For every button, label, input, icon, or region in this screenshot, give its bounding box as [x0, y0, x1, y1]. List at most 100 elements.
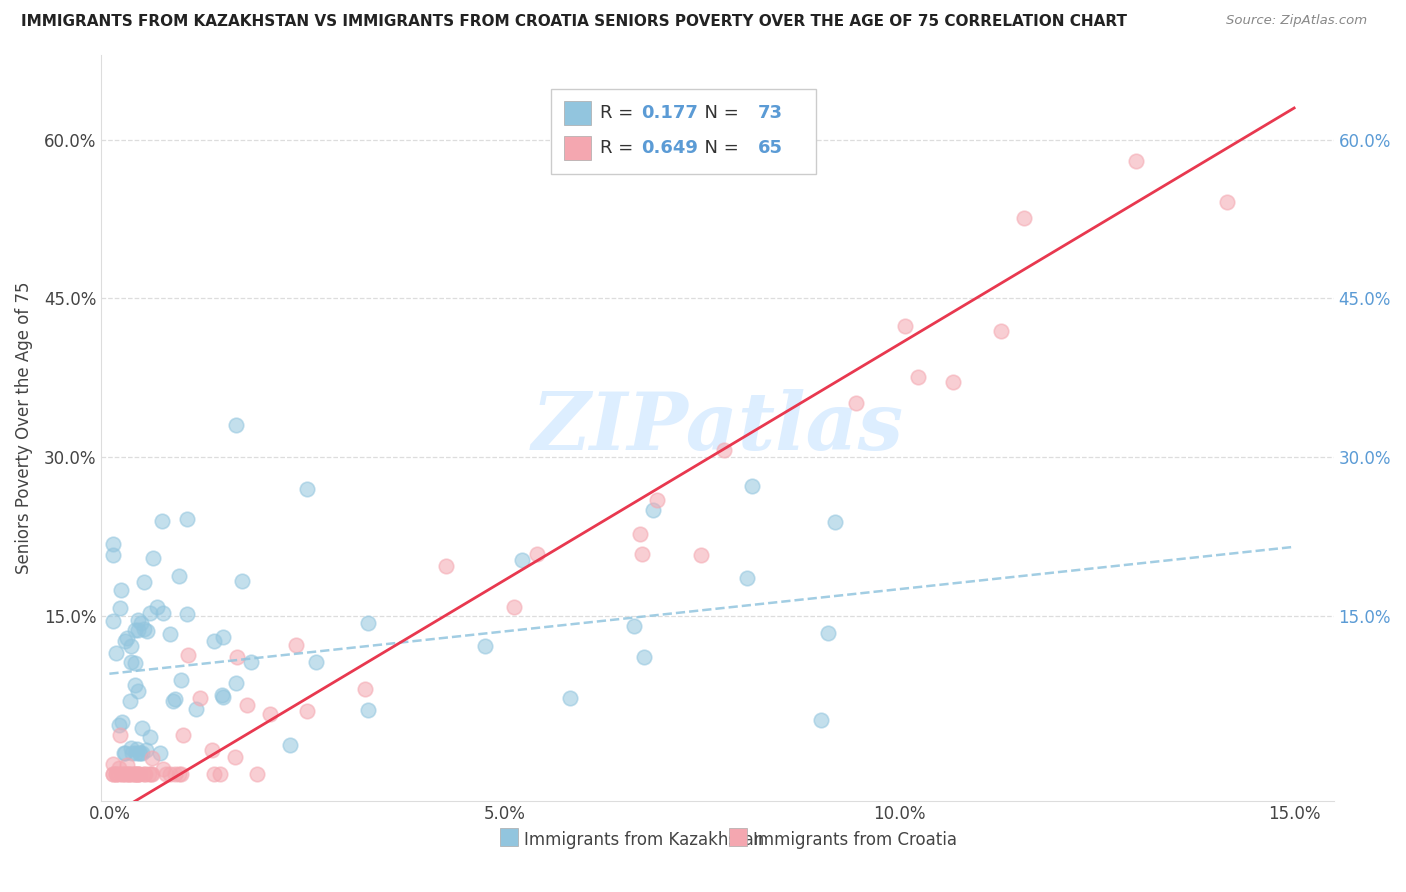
Point	[225, 675, 247, 690]
Point	[305, 655, 328, 669]
Point	[125, 767, 148, 781]
Point	[165, 767, 187, 781]
Point	[990, 324, 1012, 338]
Point	[141, 750, 163, 764]
Point	[135, 743, 157, 757]
Point	[643, 503, 665, 517]
Point	[129, 746, 152, 760]
Point	[631, 547, 654, 561]
Point	[169, 767, 191, 781]
Point	[124, 767, 146, 781]
Y-axis label: Seniors Poverty Over the Age of 75: Seniors Poverty Over the Age of 75	[15, 282, 32, 574]
Point	[107, 718, 129, 732]
Point	[121, 746, 143, 760]
Point	[112, 746, 135, 760]
Point	[110, 728, 132, 742]
Point	[120, 639, 142, 653]
Point	[159, 767, 181, 781]
Point	[713, 442, 735, 457]
Point	[111, 767, 134, 781]
Point	[645, 492, 668, 507]
Point	[176, 512, 198, 526]
FancyBboxPatch shape	[551, 88, 815, 175]
Point	[150, 514, 173, 528]
Point	[114, 633, 136, 648]
Bar	[564, 136, 591, 161]
Point	[170, 673, 193, 687]
Point	[124, 767, 146, 781]
Point	[188, 691, 211, 706]
Point	[1125, 153, 1147, 168]
Point	[111, 767, 134, 781]
Point	[115, 767, 138, 781]
Point	[104, 767, 127, 781]
Point	[810, 713, 832, 727]
Point	[127, 767, 149, 781]
Point	[110, 583, 132, 598]
Point	[177, 648, 200, 662]
Text: Immigrants from Croatia: Immigrants from Croatia	[752, 830, 956, 849]
Point	[108, 760, 131, 774]
Point	[114, 746, 136, 760]
Point	[142, 550, 165, 565]
Point	[167, 568, 190, 582]
Point	[134, 767, 156, 781]
Point	[1215, 194, 1237, 209]
Point	[120, 741, 142, 756]
Point	[118, 767, 141, 781]
Point	[201, 742, 224, 756]
Point	[236, 698, 259, 712]
Point	[284, 638, 307, 652]
Point	[127, 614, 149, 628]
Point	[124, 678, 146, 692]
Point	[127, 684, 149, 698]
Point	[942, 375, 965, 389]
Text: Immigrants from Kazakhstan: Immigrants from Kazakhstan	[523, 830, 763, 849]
Point	[510, 553, 533, 567]
Point	[103, 757, 125, 772]
Point	[240, 655, 263, 669]
Point	[211, 688, 233, 702]
Point	[139, 767, 162, 781]
Point	[118, 693, 141, 707]
Point	[103, 537, 125, 551]
Point	[246, 767, 269, 781]
Point	[139, 730, 162, 744]
Point	[118, 767, 141, 781]
Point	[125, 742, 148, 756]
Point	[162, 694, 184, 708]
Point	[633, 649, 655, 664]
Point	[125, 746, 148, 760]
Point	[103, 615, 125, 629]
Point	[1014, 211, 1036, 226]
Point	[735, 571, 758, 585]
Point	[184, 702, 207, 716]
Point	[103, 767, 125, 781]
Point	[741, 479, 763, 493]
Point	[165, 692, 187, 706]
Point	[124, 656, 146, 670]
Point	[907, 370, 929, 384]
Text: IMMIGRANTS FROM KAZAKHSTAN VS IMMIGRANTS FROM CROATIA SENIORS POVERTY OVER THE A: IMMIGRANTS FROM KAZAKHSTAN VS IMMIGRANTS…	[21, 14, 1128, 29]
Point	[295, 704, 318, 718]
Point	[354, 681, 377, 696]
Point	[278, 738, 301, 752]
Point	[128, 767, 150, 781]
Point	[127, 767, 149, 781]
Point	[134, 622, 156, 636]
Point	[103, 767, 125, 781]
Point	[225, 418, 247, 433]
Point	[176, 607, 198, 621]
Point	[159, 627, 181, 641]
Point	[120, 655, 142, 669]
Bar	[564, 102, 591, 125]
Point	[131, 746, 153, 760]
Text: R =: R =	[600, 104, 640, 122]
Text: Source: ZipAtlas.com: Source: ZipAtlas.com	[1226, 14, 1367, 28]
Point	[295, 482, 318, 496]
Point	[122, 767, 145, 781]
Point	[128, 746, 150, 760]
Point	[152, 606, 174, 620]
Point	[204, 634, 226, 648]
Point	[212, 631, 235, 645]
